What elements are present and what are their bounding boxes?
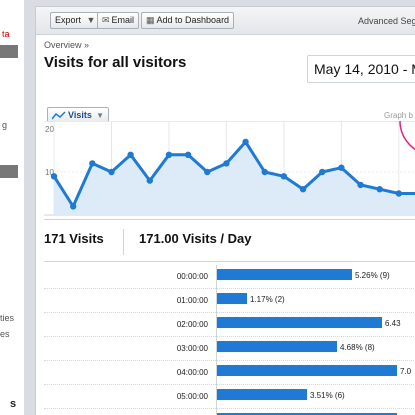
data-point <box>89 160 96 167</box>
sidebar-selected-item[interactable] <box>0 165 18 178</box>
data-point <box>376 186 383 193</box>
hour-bar <box>217 341 337 352</box>
hour-bar <box>217 269 352 280</box>
hour-value: 4.68% (8) <box>340 343 375 352</box>
graph-metric-label: Visits <box>68 110 92 120</box>
data-point <box>69 203 77 210</box>
add-to-dashboard-button[interactable]: ▦ Add to Dashboard <box>141 12 235 29</box>
y-tick-label: 10 <box>45 168 54 177</box>
table-row[interactable]: 04:00:00 7.0 <box>36 361 415 385</box>
hour-value: 1.17% (2) <box>250 295 285 304</box>
hour-bar <box>217 365 397 376</box>
data-point <box>395 190 403 197</box>
export-label: Export <box>55 15 82 25</box>
export-button[interactable]: Export ▼ <box>50 12 103 29</box>
hour-bar <box>217 413 397 415</box>
add-to-dashboard-label: Add to Dashboard <box>156 15 230 25</box>
data-point <box>261 168 268 176</box>
sidebar-item-text[interactable]: g <box>2 120 8 130</box>
left-sidebar: ta g ties es s <box>0 0 24 415</box>
data-point <box>280 173 288 180</box>
graph-by-label[interactable]: Graph b <box>384 111 413 120</box>
table-row[interactable]: 03:00:00 4.68% (8) <box>36 337 415 361</box>
hour-bar <box>217 293 247 304</box>
table-row[interactable]: 02:00:00 6.43 <box>36 313 415 337</box>
data-point <box>319 168 326 176</box>
y-tick-label: 20 <box>45 125 54 134</box>
divider <box>44 261 415 262</box>
visits-per-day-stat: 171.00 Visits / Day <box>139 231 252 246</box>
hour-value: 7.0 <box>400 367 412 376</box>
table-row[interactable]: 01:00:00 1.17% (2) <box>36 289 415 313</box>
series-area <box>54 141 415 215</box>
hour-value: 5.26% (9) <box>355 271 390 280</box>
table-row[interactable]: 00:00:00 5.26% (9) <box>36 265 415 289</box>
data-point <box>204 168 211 176</box>
page-title: Visits for all visitors <box>44 54 187 71</box>
table-row[interactable]: 06:00:007.0 <box>36 409 415 415</box>
email-label: Email <box>111 15 135 25</box>
table-axis-line <box>216 265 217 415</box>
series-line <box>52 140 415 208</box>
envelope-icon: ✉ <box>102 15 110 25</box>
report-toolbar: Export ▼ ✉ Email ▦ Add to Dashboard Advanc… <box>36 7 415 35</box>
hour-label: 05:00:00 <box>176 392 208 401</box>
chevron-down-icon: ▼ <box>86 15 96 25</box>
data-point <box>127 151 134 158</box>
data-point <box>184 151 192 158</box>
sidebar-item-text[interactable]: ties <box>0 313 15 323</box>
report-panel: Export ▼ ✉ Email ▦ Add to Dashboard Advanc… <box>35 6 415 415</box>
data-point <box>108 168 115 176</box>
table-row[interactable]: 05:00:00 3.51% (6) <box>36 385 415 409</box>
data-point <box>50 173 58 180</box>
hour-value: 3.51% (6) <box>310 391 345 400</box>
email-button[interactable]: ✉ Email <box>97 12 140 29</box>
data-point <box>338 164 345 171</box>
sidebar-selected-item[interactable] <box>0 45 18 58</box>
stat-divider <box>123 229 124 255</box>
dashboard-icon: ▦ <box>146 15 155 25</box>
date-range-picker[interactable]: May 14, 2010 - M <box>307 55 415 83</box>
sidebar-heading: s <box>10 398 17 410</box>
hour-bar <box>217 317 382 328</box>
hour-label: 03:00:00 <box>176 344 208 353</box>
hour-label: 01:00:00 <box>176 296 208 305</box>
hour-label: 02:00:00 <box>176 320 208 329</box>
data-point <box>165 151 173 158</box>
sidebar-item-text[interactable]: es <box>0 329 10 339</box>
data-point <box>242 138 249 146</box>
visits-chart[interactable]: 201000:0003:0006:0009:0012:0015:0018:00 <box>36 121 415 221</box>
sidebar-red-text[interactable]: ta <box>2 29 10 39</box>
hour-value: 6.43 <box>385 319 401 328</box>
hour-label: 04:00:00 <box>176 368 208 377</box>
hour-bar <box>217 389 307 400</box>
breadcrumb[interactable]: Overview » <box>44 40 90 50</box>
data-point <box>357 181 364 189</box>
data-point <box>299 186 307 193</box>
chevron-down-icon: ▼ <box>96 111 104 120</box>
data-point <box>223 160 230 167</box>
line-graph-icon <box>52 111 66 120</box>
divider <box>44 219 415 220</box>
total-visits-stat: 171 Visits <box>44 231 104 246</box>
data-point <box>146 177 153 184</box>
advanced-segments-dropdown[interactable]: Advanced Segm <box>357 16 415 26</box>
hour-label: 00:00:00 <box>176 272 208 281</box>
